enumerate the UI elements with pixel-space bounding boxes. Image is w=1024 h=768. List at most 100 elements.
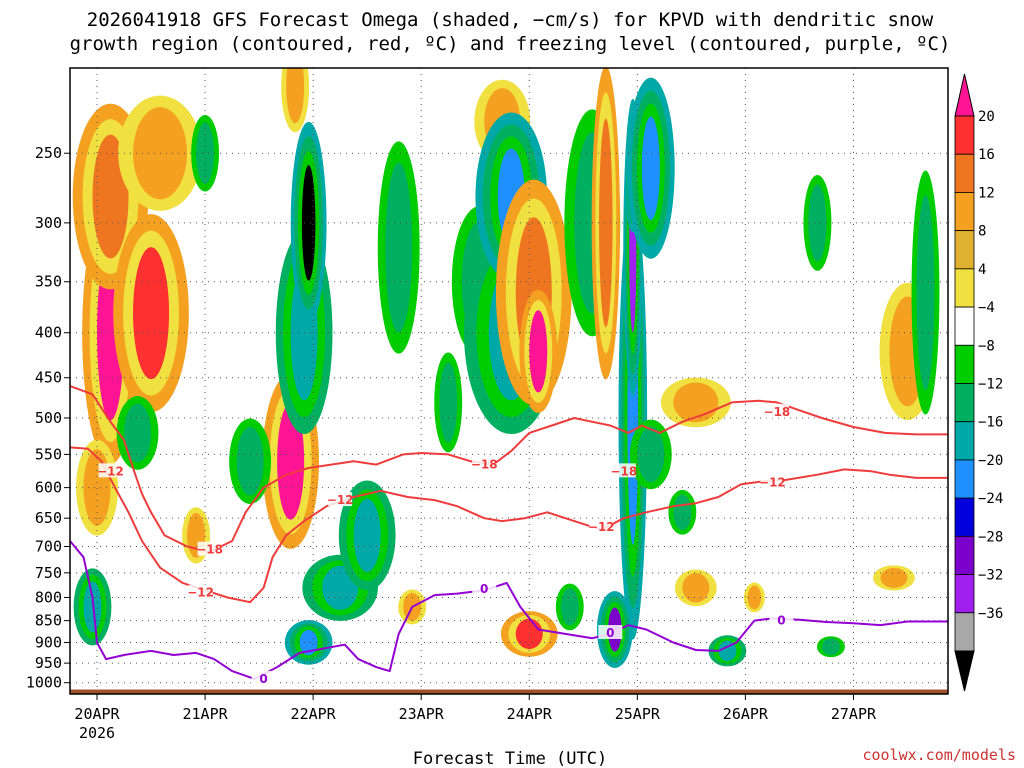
x-tick-label: 26APR	[723, 705, 769, 723]
colorbar-band	[954, 344, 975, 384]
contour-label-bg	[328, 492, 353, 507]
x-tick-label: 20APR	[74, 705, 120, 723]
omega-core	[880, 567, 908, 588]
omega-cell	[629, 419, 672, 490]
y-tick-label: 750	[35, 564, 62, 582]
contour-label-bg	[251, 670, 276, 685]
colorbar-band	[954, 192, 975, 232]
colorbar-label: −28	[978, 529, 1003, 545]
contour-label-bg	[589, 518, 614, 533]
colorbar-label: 20	[978, 109, 995, 125]
plot-frame	[69, 67, 949, 695]
omega-cell	[113, 214, 189, 413]
omega-cell	[555, 583, 584, 631]
contour-labels: −18 −18 −18 −18 −12 −12 −12 −12 −12 0 0 0 0	[97, 403, 794, 686]
y-tick-label: 350	[35, 273, 62, 291]
omega-cell	[803, 174, 832, 271]
y-tick-label: 1000	[26, 674, 62, 692]
x-axis: 20APR 21APR 22APR 23APR 24APR 25APR 26APR 27APR	[74, 694, 877, 723]
colorbar-label: −20	[978, 453, 1003, 469]
chart-title-line2: growth region (contoured, red, ºC) and f…	[70, 33, 951, 55]
colorbar-band	[954, 459, 975, 499]
omega-core	[299, 629, 318, 656]
colorbar-band	[954, 535, 975, 575]
omega-core	[821, 638, 840, 656]
colorbar-label: −12	[978, 377, 1003, 393]
colorbar-top-arrow	[954, 73, 975, 117]
contour-label-bg	[769, 612, 794, 627]
omega-cell	[229, 418, 272, 504]
omega-cell	[116, 396, 159, 470]
colorbar-band	[954, 612, 975, 652]
omega-core	[133, 247, 170, 380]
dgz-minus18-label: −18	[196, 543, 223, 557]
omega-cell	[668, 489, 697, 535]
y-tick-label: 850	[35, 612, 62, 630]
dgz-minus18-line	[70, 385, 948, 553]
omega-core	[196, 122, 215, 184]
x-tick-label: 22APR	[291, 705, 337, 723]
colorbar-band	[954, 421, 975, 461]
x-tick-label: 25APR	[615, 705, 661, 723]
colorbar-band	[954, 574, 975, 614]
contour-label-bg	[472, 580, 497, 595]
y-tick-label: 550	[35, 445, 62, 463]
y-axis: 250 300 350 400 450 500 550 600 650 700 750 800 850 9…	[26, 144, 70, 692]
y-tick-label: 400	[35, 324, 62, 342]
dgz-minus18-label: −18	[471, 458, 498, 472]
y-tick-label: 250	[35, 144, 62, 162]
freezing-level-0c-label: 0	[259, 672, 267, 686]
colorbar-label: −4	[978, 300, 995, 316]
omega-core	[286, 68, 305, 124]
colorbar-label: 12	[978, 185, 995, 201]
omega-cell	[519, 289, 558, 413]
colorbar: 20 16 12 8 4 −4 −8 −12 −16 −20 −24 −28 −32 −36	[954, 73, 1003, 692]
contour-label-bg	[611, 463, 636, 478]
colorbar-label: −36	[978, 606, 1003, 622]
omega-cell	[873, 565, 915, 591]
omega-cell	[290, 121, 327, 324]
omega-core	[385, 162, 413, 333]
colorbar-band	[954, 230, 975, 270]
dgz-minus12-label: −12	[759, 475, 786, 489]
colorbar-label: −32	[978, 568, 1003, 584]
dgz-minus12-label: −12	[327, 493, 354, 507]
omega-cell	[626, 77, 675, 259]
x-tick-label: 23APR	[399, 705, 445, 723]
colorbar-label: −24	[978, 491, 1003, 507]
y-tick-label: 300	[35, 214, 62, 232]
omega-cell	[338, 480, 396, 591]
x-axis-title: Forecast Time (UTC)	[413, 749, 607, 768]
contour-label-bg	[760, 474, 785, 489]
colorbar-band	[954, 306, 975, 346]
dgz-minus18-label: −18	[764, 405, 791, 419]
omega-core	[236, 427, 264, 496]
omega-core	[682, 573, 710, 603]
y-tick-label: 900	[35, 633, 62, 651]
omega-core	[916, 194, 935, 391]
omega-cell	[674, 569, 717, 607]
y-tick-label: 950	[35, 654, 62, 672]
contour-label-bg	[598, 625, 623, 640]
contour-label-bg	[764, 403, 789, 418]
colorbar-band	[954, 383, 975, 423]
omega-core	[673, 494, 692, 531]
ground-fill	[70, 689, 948, 694]
dgz-minus12-label: −12	[97, 464, 124, 478]
omega-core	[641, 116, 660, 220]
chart-title-line1: 2026041918 GFS Forecast Omega (shaded, −…	[87, 9, 934, 31]
credit-text: coolwx.com/models	[862, 746, 1016, 764]
colorbar-label: −16	[978, 415, 1003, 431]
colorbar-band	[954, 153, 975, 193]
omega-core	[637, 426, 665, 483]
colorbar-label: 4	[978, 262, 986, 278]
contour-label-bg	[188, 584, 213, 599]
x-tick-label: 27APR	[831, 705, 877, 723]
y-tick-label: 650	[35, 509, 62, 527]
omega-cell	[816, 636, 845, 658]
year-label: 2026	[79, 724, 115, 742]
omega-core	[301, 165, 316, 281]
omega-core	[353, 498, 381, 573]
dgz-minus18-label: −18	[610, 464, 637, 478]
